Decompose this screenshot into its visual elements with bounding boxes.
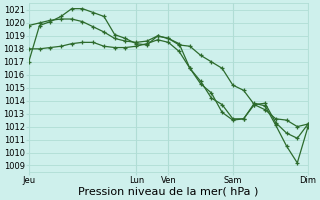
X-axis label: Pression niveau de la mer( hPa ): Pression niveau de la mer( hPa ): [78, 187, 259, 197]
